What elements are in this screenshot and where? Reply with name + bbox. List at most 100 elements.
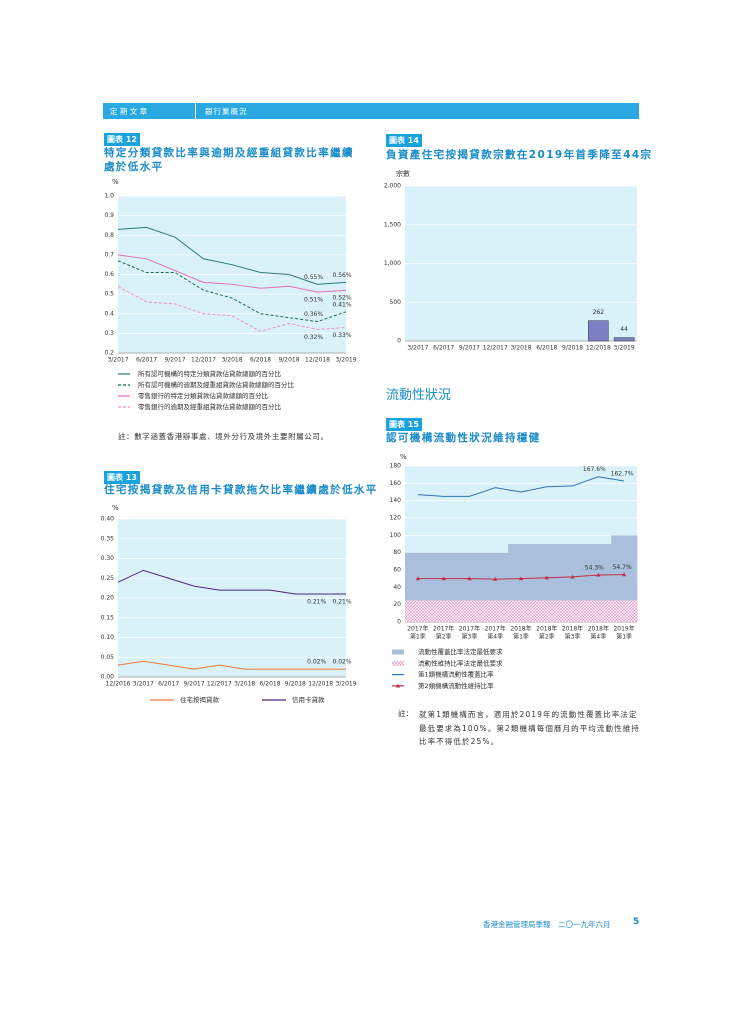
data-label: 0.55%	[304, 274, 323, 281]
y-tick-label: 60	[393, 567, 401, 574]
x-tick-label: 9/2017	[459, 345, 480, 352]
marker	[596, 572, 601, 577]
y-tick-label: 1,500	[384, 221, 401, 228]
marker	[467, 576, 472, 581]
x-tick-label: 2018年	[510, 625, 531, 633]
x-tick-label: 第2季	[539, 633, 555, 641]
area-step	[482, 600, 509, 622]
y-tick-label: 0.8	[104, 232, 114, 239]
x-tick-label: 2018年	[562, 625, 583, 633]
y-tick-label: 180	[390, 463, 402, 470]
bar	[588, 320, 609, 342]
area-step	[559, 600, 586, 622]
y-tick-label: 100	[390, 532, 402, 539]
area-step	[533, 600, 560, 622]
chart-title: 負資產住宅按揭貸款宗數在2019年首季降至44宗	[386, 149, 653, 161]
header-subsection: 銀行業概況	[205, 107, 248, 116]
note-label: 註：	[398, 709, 413, 718]
chart-title: 認可機構流動性狀況維持穩健	[386, 432, 541, 444]
section-heading: 流動性狀況	[386, 388, 452, 403]
x-tick-label: 12/2018	[308, 681, 333, 688]
x-tick-label: 9/2017	[164, 357, 185, 364]
x-tick-label: 3/2018	[234, 681, 255, 688]
x-tick-label: 6/2018	[259, 681, 280, 688]
y-tick-label: 0.2	[104, 350, 114, 357]
data-label: 0.21%	[307, 599, 326, 606]
legend-label: 流動性覆蓋比率法定最低要求	[418, 647, 503, 656]
chart-badge: 圖表 15	[386, 418, 422, 431]
chart-badge: 圖表 13	[104, 471, 140, 484]
y-tick-label: 0.40	[101, 516, 115, 523]
y-tick-label: 0.25	[101, 575, 115, 582]
y-tick-label: 0	[397, 338, 401, 345]
x-tick-label: 第3季	[565, 633, 581, 641]
chart-title: 住宅按揭貸款及信用卡貸款拖欠比率繼續處於低水平	[104, 484, 378, 496]
y-tick-label: 1.0	[104, 193, 114, 200]
chart-badge: 圖表 12	[104, 133, 140, 146]
x-tick-label: 第2季	[436, 633, 452, 641]
y-tick-label: 0.05	[101, 654, 115, 661]
y-tick-label: 500	[390, 299, 402, 306]
legend-swatch	[392, 660, 404, 666]
note: 就第1類機構而言，適用於2019年的流動性覆蓋比率法定最低要求為100%。第2類…	[419, 710, 640, 746]
x-tick-label: 3/2017	[407, 345, 428, 352]
x-tick-label: 6/2017	[136, 357, 157, 364]
x-tick-label: 6/2017	[433, 345, 454, 352]
x-tick-label: 3/2019	[335, 357, 356, 364]
x-tick-label: 6/2018	[250, 357, 271, 364]
x-tick-label: 6/2017	[158, 681, 179, 688]
x-tick-label: 9/2018	[278, 357, 299, 364]
data-label: 0.41%	[332, 301, 351, 308]
x-tick-label: 2017年	[433, 625, 454, 633]
y-tick-label: 0.20	[101, 595, 115, 602]
x-tick-label: 2019年	[613, 625, 634, 633]
data-label: 0.21%	[332, 599, 351, 606]
footer-publication: 香港金融管理局季報 二〇一九年六月	[483, 920, 611, 929]
data-label: 262	[593, 309, 605, 316]
marker	[621, 572, 627, 577]
data-label: 0.02%	[307, 659, 326, 666]
y-tick-label: 0.6	[104, 271, 114, 278]
y-tick-label: 1,000	[384, 260, 401, 267]
y-axis-unit: %	[400, 453, 407, 461]
data-label: 0.32%	[304, 334, 323, 341]
x-tick-label: 第1季	[513, 633, 529, 641]
legend-label: 第2類機構流動性維持比率	[418, 681, 494, 690]
x-tick-label: 12/2017	[483, 345, 508, 352]
data-label: 0.56%	[332, 272, 351, 279]
y-axis-unit: %	[112, 504, 119, 512]
x-tick-label: 3/2017	[133, 681, 154, 688]
data-label: 0.02%	[332, 659, 351, 666]
line-series	[117, 569, 346, 595]
x-tick-label: 2018年	[588, 625, 609, 633]
legend-label: 信用卡貸款	[292, 695, 325, 704]
x-tick-label: 3/2019	[614, 345, 635, 352]
y-tick-label: 0.00	[101, 674, 115, 681]
x-tick-label: 第1季	[616, 633, 632, 641]
y-tick-label: 0.35	[101, 535, 115, 542]
y-tick-label: 2,000	[384, 183, 401, 190]
y-tick-label: 0.4	[104, 310, 114, 317]
x-tick-label: 3/2019	[335, 681, 356, 688]
data-label: 44	[620, 326, 628, 333]
note: 註：數字涵蓋香港辦事處、境外分行及境外主要附屬公司。	[118, 432, 329, 441]
line-series	[117, 226, 347, 285]
y-tick-label: 0.5	[104, 291, 114, 298]
y-tick-label: 0.30	[101, 555, 115, 562]
marker	[493, 576, 498, 581]
x-tick-label: 2017年	[485, 625, 506, 633]
chart-badge: 圖表 14	[386, 134, 422, 147]
y-tick-label: 0.7	[104, 251, 114, 258]
page-number: 5	[633, 917, 640, 927]
x-tick-label: 第1季	[410, 633, 426, 641]
legend-swatch	[392, 649, 404, 655]
chart-title: 特定分類貸款比率與逾期及經重組貸款比率繼續處於低水平	[104, 147, 354, 173]
y-tick-label: 80	[393, 549, 401, 556]
y-tick-label: 0.3	[104, 330, 114, 337]
y-tick-label: 0	[397, 619, 401, 626]
header-divider	[195, 103, 196, 119]
y-tick-label: 40	[393, 584, 401, 591]
legend-label: 住宅按揭貸款	[180, 695, 220, 704]
line-series	[117, 254, 347, 293]
